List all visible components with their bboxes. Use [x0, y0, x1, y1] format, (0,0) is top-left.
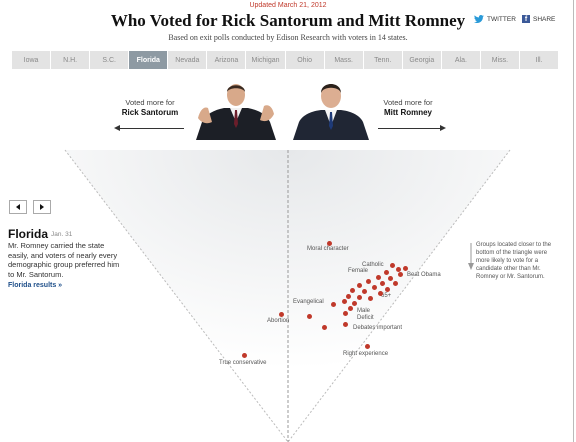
dot-beat-obama[interactable]	[398, 272, 403, 277]
right-arrow-icon	[440, 125, 446, 131]
dot-group[interactable]	[380, 281, 385, 286]
dot-group[interactable]	[357, 283, 362, 288]
left-arrow-line	[118, 128, 184, 129]
tab-tenn[interactable]: Tenn.	[363, 51, 402, 69]
triangle-chart	[64, 149, 511, 442]
triangle-left-edge	[64, 149, 289, 442]
legend-note: Groups located closer to the bottom of t…	[476, 242, 552, 280]
tab-ohio[interactable]: Ohio	[285, 51, 324, 69]
dot-group[interactable]	[403, 266, 408, 271]
dot-group[interactable]	[331, 302, 336, 307]
label-moral-character: Moral character	[307, 246, 349, 252]
dot-group[interactable]	[322, 325, 327, 330]
dot-65-plus[interactable]	[378, 291, 383, 296]
next-arrow-icon	[40, 204, 44, 210]
tab-miss[interactable]: Miss.	[480, 51, 520, 69]
santorum-name: Rick Santorum	[121, 108, 179, 117]
santorum-label: Voted more for Rick Santorum	[114, 98, 186, 117]
tab-nh[interactable]: N.H.	[51, 51, 90, 69]
tab-arizona[interactable]: Arizona	[207, 51, 246, 69]
state-date: Jan. 31	[51, 231, 73, 238]
dot-catholic[interactable]	[384, 270, 389, 275]
tab-michigan[interactable]: Michigan	[246, 51, 285, 69]
label-deficit: Deficit	[357, 315, 374, 321]
label-65-plus: 65+	[381, 293, 392, 299]
label-male: Male	[357, 308, 371, 314]
page-title: Who Voted for Rick Santorum and Mitt Rom…	[110, 11, 466, 30]
tab-georgia[interactable]: Georgia	[402, 51, 441, 69]
dot-group[interactable]	[362, 289, 367, 294]
romney-name: Mitt Romney	[384, 108, 432, 117]
dot-group[interactable]	[346, 294, 351, 299]
dot-group[interactable]	[368, 296, 373, 301]
dot-abortion[interactable]	[279, 312, 284, 317]
label-evangelical: Evangelical	[293, 299, 324, 305]
santorum-caption: Voted more for	[125, 98, 175, 107]
next-state-button[interactable]	[33, 200, 51, 214]
state-summary: Mr. Romney carried the state easily, and…	[8, 241, 120, 279]
dot-deficit[interactable]	[343, 311, 348, 316]
state-heading: Florida	[8, 227, 49, 241]
twitter-share-button[interactable]: TWITTER	[474, 15, 516, 23]
state-tabs: Iowa N.H. S.C. Florida Nevada Arizona Mi…	[12, 51, 559, 69]
dot-group[interactable]	[366, 279, 371, 284]
state-results-link[interactable]: Florida results »	[8, 282, 63, 289]
facebook-label: SHARE	[533, 15, 556, 23]
romney-photo	[291, 78, 371, 140]
tab-ala[interactable]: Ala.	[441, 51, 480, 69]
right-arrow-line	[378, 128, 440, 129]
twitter-label: TWITTER	[487, 15, 516, 23]
label-right-experience: Right experience	[343, 351, 389, 357]
tab-nevada[interactable]: Nevada	[168, 51, 207, 69]
label-female: Female	[348, 268, 369, 274]
label-true-conservative: True conservative	[219, 360, 267, 366]
updated-date: Updated March 21, 2012	[249, 2, 327, 9]
tab-iowa[interactable]: Iowa	[12, 51, 51, 69]
dot-group[interactable]	[372, 285, 377, 290]
dot-male[interactable]	[348, 306, 353, 311]
previous-state-button[interactable]	[9, 200, 27, 214]
romney-caption: Voted more for	[383, 98, 433, 107]
dot-group[interactable]	[385, 287, 390, 292]
dot-group[interactable]	[388, 276, 393, 281]
previous-arrow-icon	[16, 204, 20, 210]
label-debates-important: Debates important	[353, 325, 403, 331]
dot-group[interactable]	[352, 301, 357, 306]
label-catholic: Catholic	[362, 262, 384, 268]
left-arrow-icon	[114, 125, 120, 131]
label-beat-obama: Beat Obama	[407, 272, 441, 278]
dot-female[interactable]	[376, 275, 381, 280]
page-subtitle: Based on exit polls conducted by Edison …	[168, 33, 408, 42]
dot-moral-character[interactable]	[327, 241, 332, 246]
dot-evangelical[interactable]	[342, 299, 347, 304]
dot-debates-important[interactable]	[343, 322, 348, 327]
facebook-share-button[interactable]: f SHARE	[522, 15, 555, 23]
dot-right-experience[interactable]	[365, 344, 370, 349]
tab-mass[interactable]: Mass.	[324, 51, 363, 69]
dot-group[interactable]	[393, 281, 398, 286]
label-abortion: Abortion	[267, 318, 290, 324]
dot-group[interactable]	[396, 267, 401, 272]
romney-label: Voted more for Mitt Romney	[376, 98, 440, 117]
dot-group[interactable]	[307, 314, 312, 319]
dot-group[interactable]	[390, 263, 395, 268]
dot-group[interactable]	[357, 295, 362, 300]
tab-ill[interactable]: Ill.	[520, 51, 559, 69]
santorum-photo	[196, 78, 276, 140]
dot-true-conservative[interactable]	[242, 353, 247, 358]
down-arrow-icon	[468, 243, 474, 270]
window-edge	[573, 0, 574, 442]
dot-group[interactable]	[350, 288, 355, 293]
tab-florida[interactable]: Florida	[129, 51, 168, 69]
tab-sc[interactable]: S.C.	[90, 51, 129, 69]
facebook-icon: f	[522, 15, 530, 23]
triangle-right-edge	[287, 149, 511, 442]
twitter-icon	[474, 15, 484, 23]
